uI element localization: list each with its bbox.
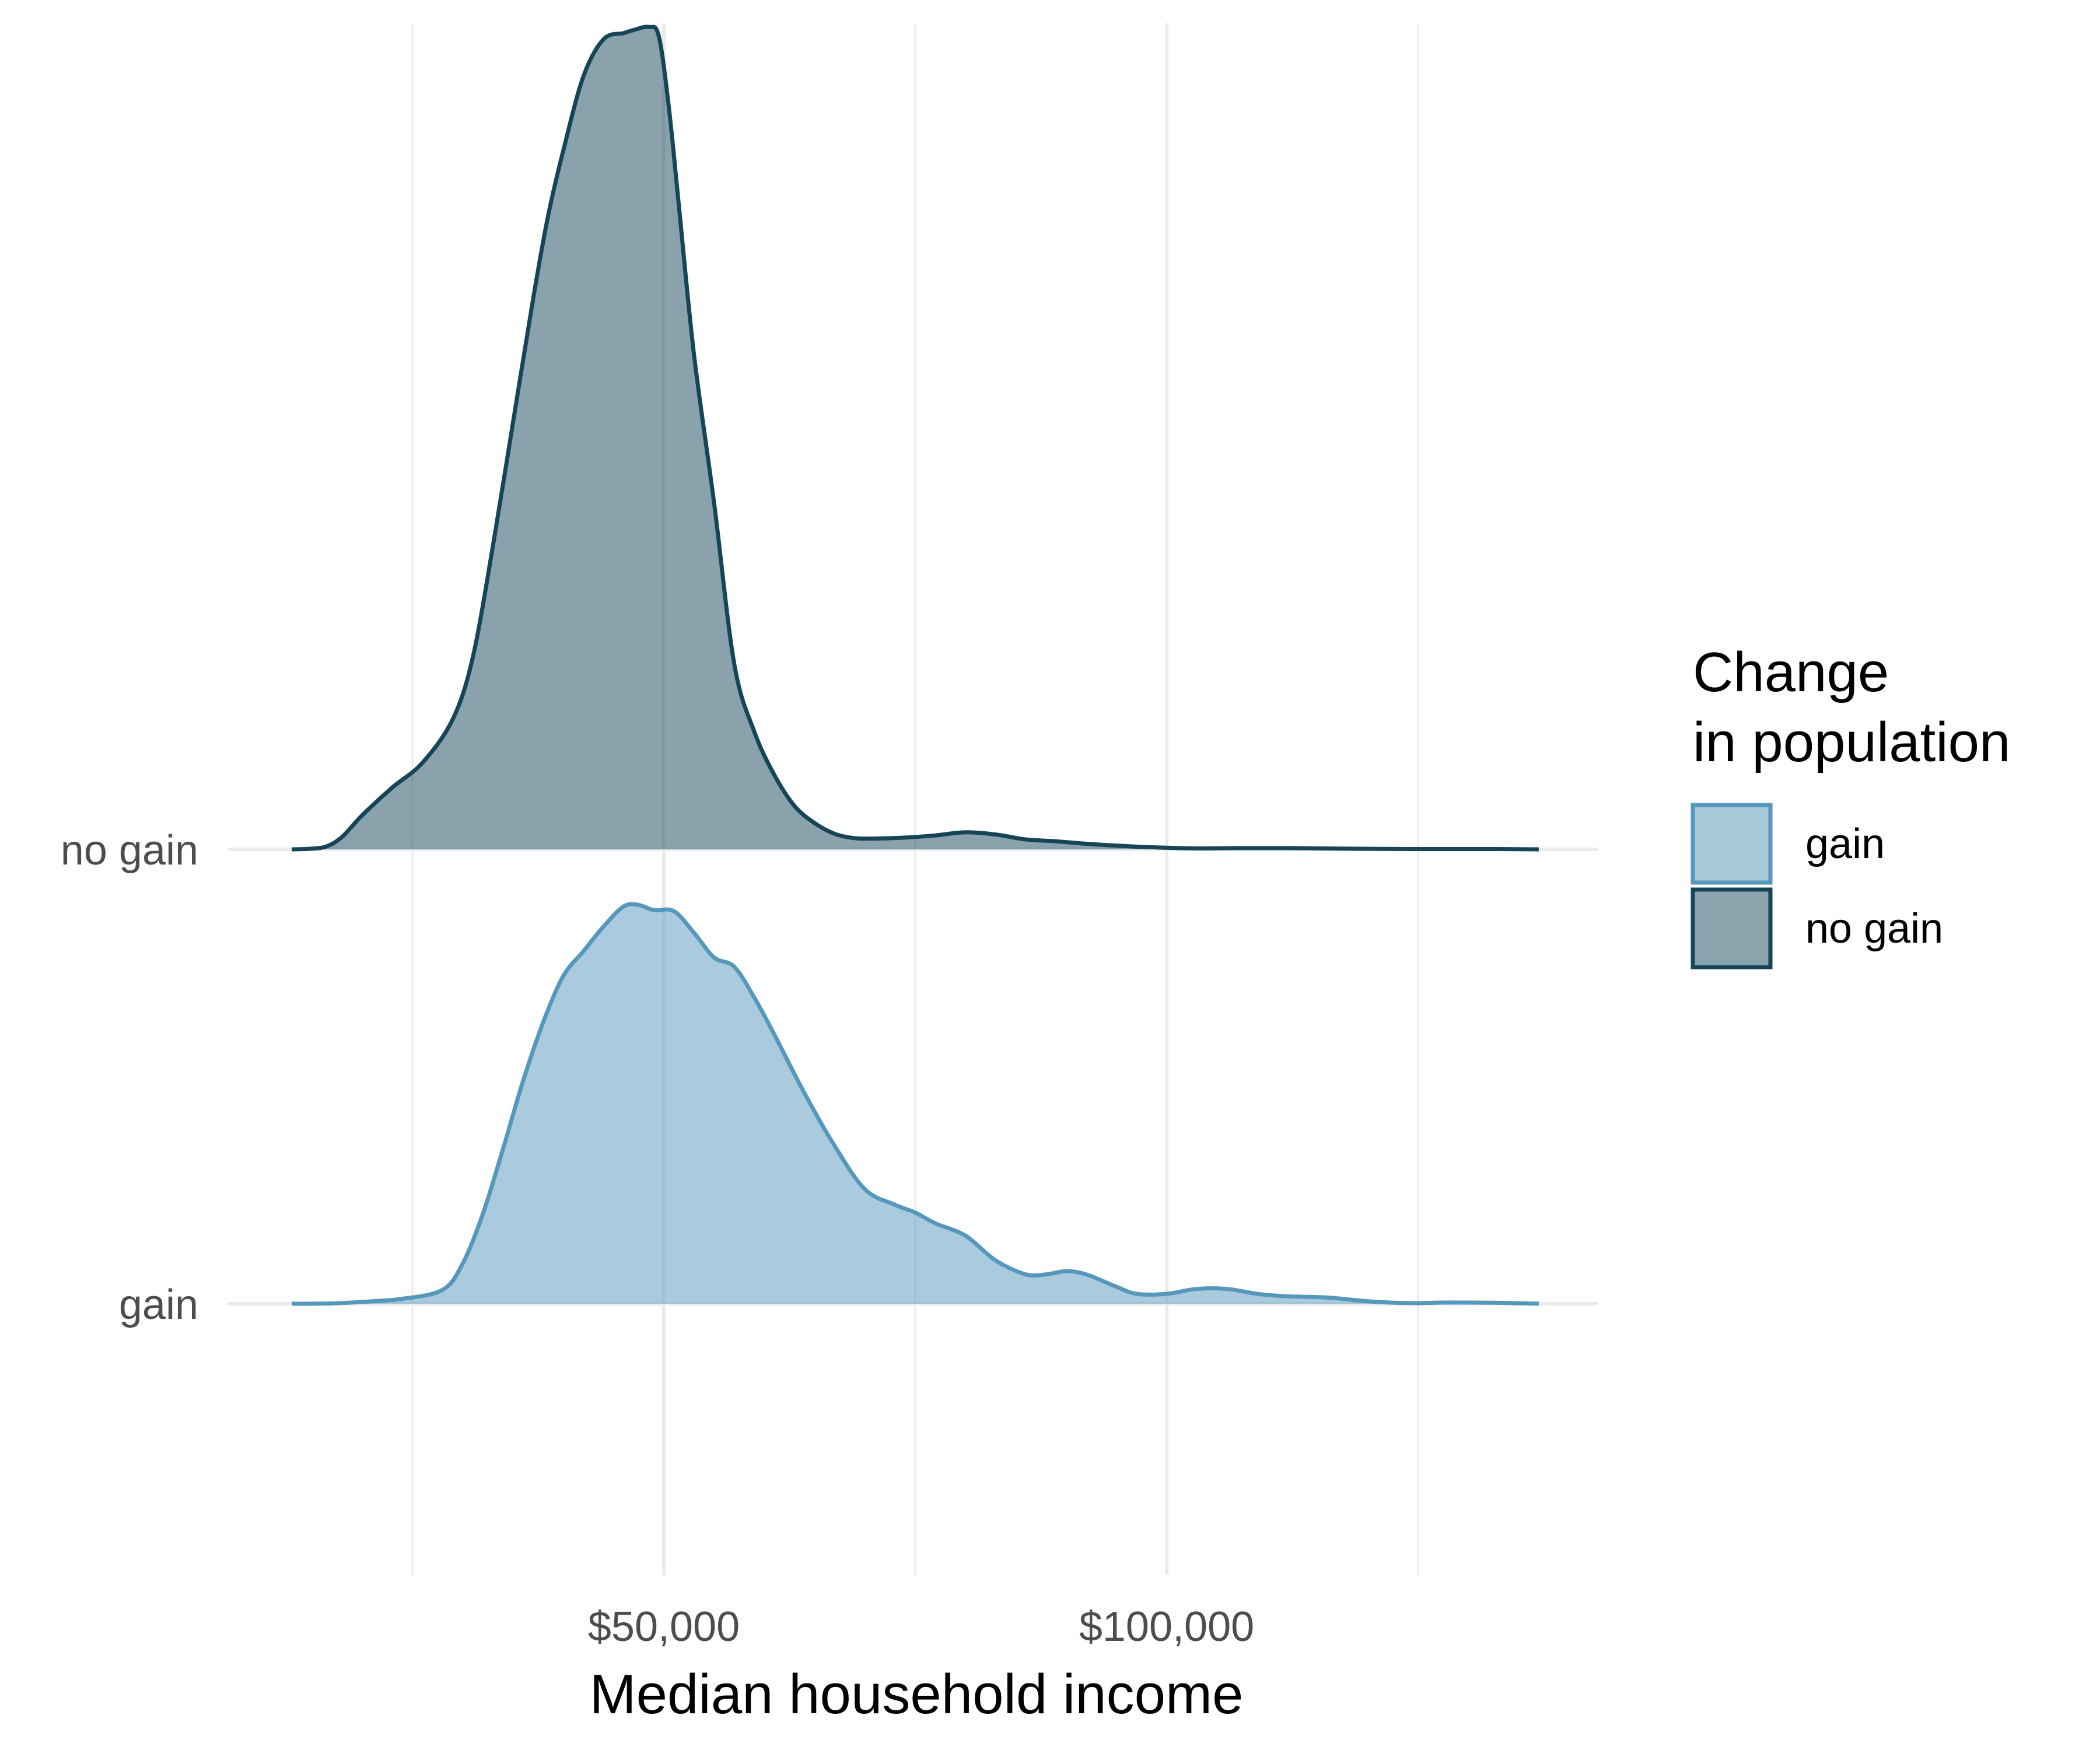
legend: Change in population gain no gain <box>1690 641 2010 970</box>
series-layer <box>291 24 1539 1306</box>
legend-key-gain <box>1690 803 1773 885</box>
legend-entries: gain no gain <box>1690 803 1943 970</box>
legend-label-no-gain: no gain <box>1805 905 1943 952</box>
density-area-gain <box>292 904 1539 1304</box>
y-tick-label: gain <box>119 1282 198 1328</box>
legend-title-line-2: in population <box>1693 711 2010 774</box>
x-tick-label: $100,000 <box>1079 1604 1254 1650</box>
legend-label-gain: gain <box>1805 821 1885 867</box>
x-tick-label: $50,000 <box>588 1604 740 1650</box>
density-area-no-gain <box>292 26 1539 849</box>
tick-layer: $50,000 $100,000 gain no gain <box>61 827 1254 1650</box>
density-line-no-gain <box>291 24 1539 852</box>
x-axis-title: Median household income <box>590 1663 1244 1726</box>
legend-title-line-1: Change <box>1693 641 1889 704</box>
density-line-gain <box>292 902 1539 1306</box>
legend-key-no-gain <box>1690 887 1773 970</box>
y-tick-label: no gain <box>61 827 198 874</box>
